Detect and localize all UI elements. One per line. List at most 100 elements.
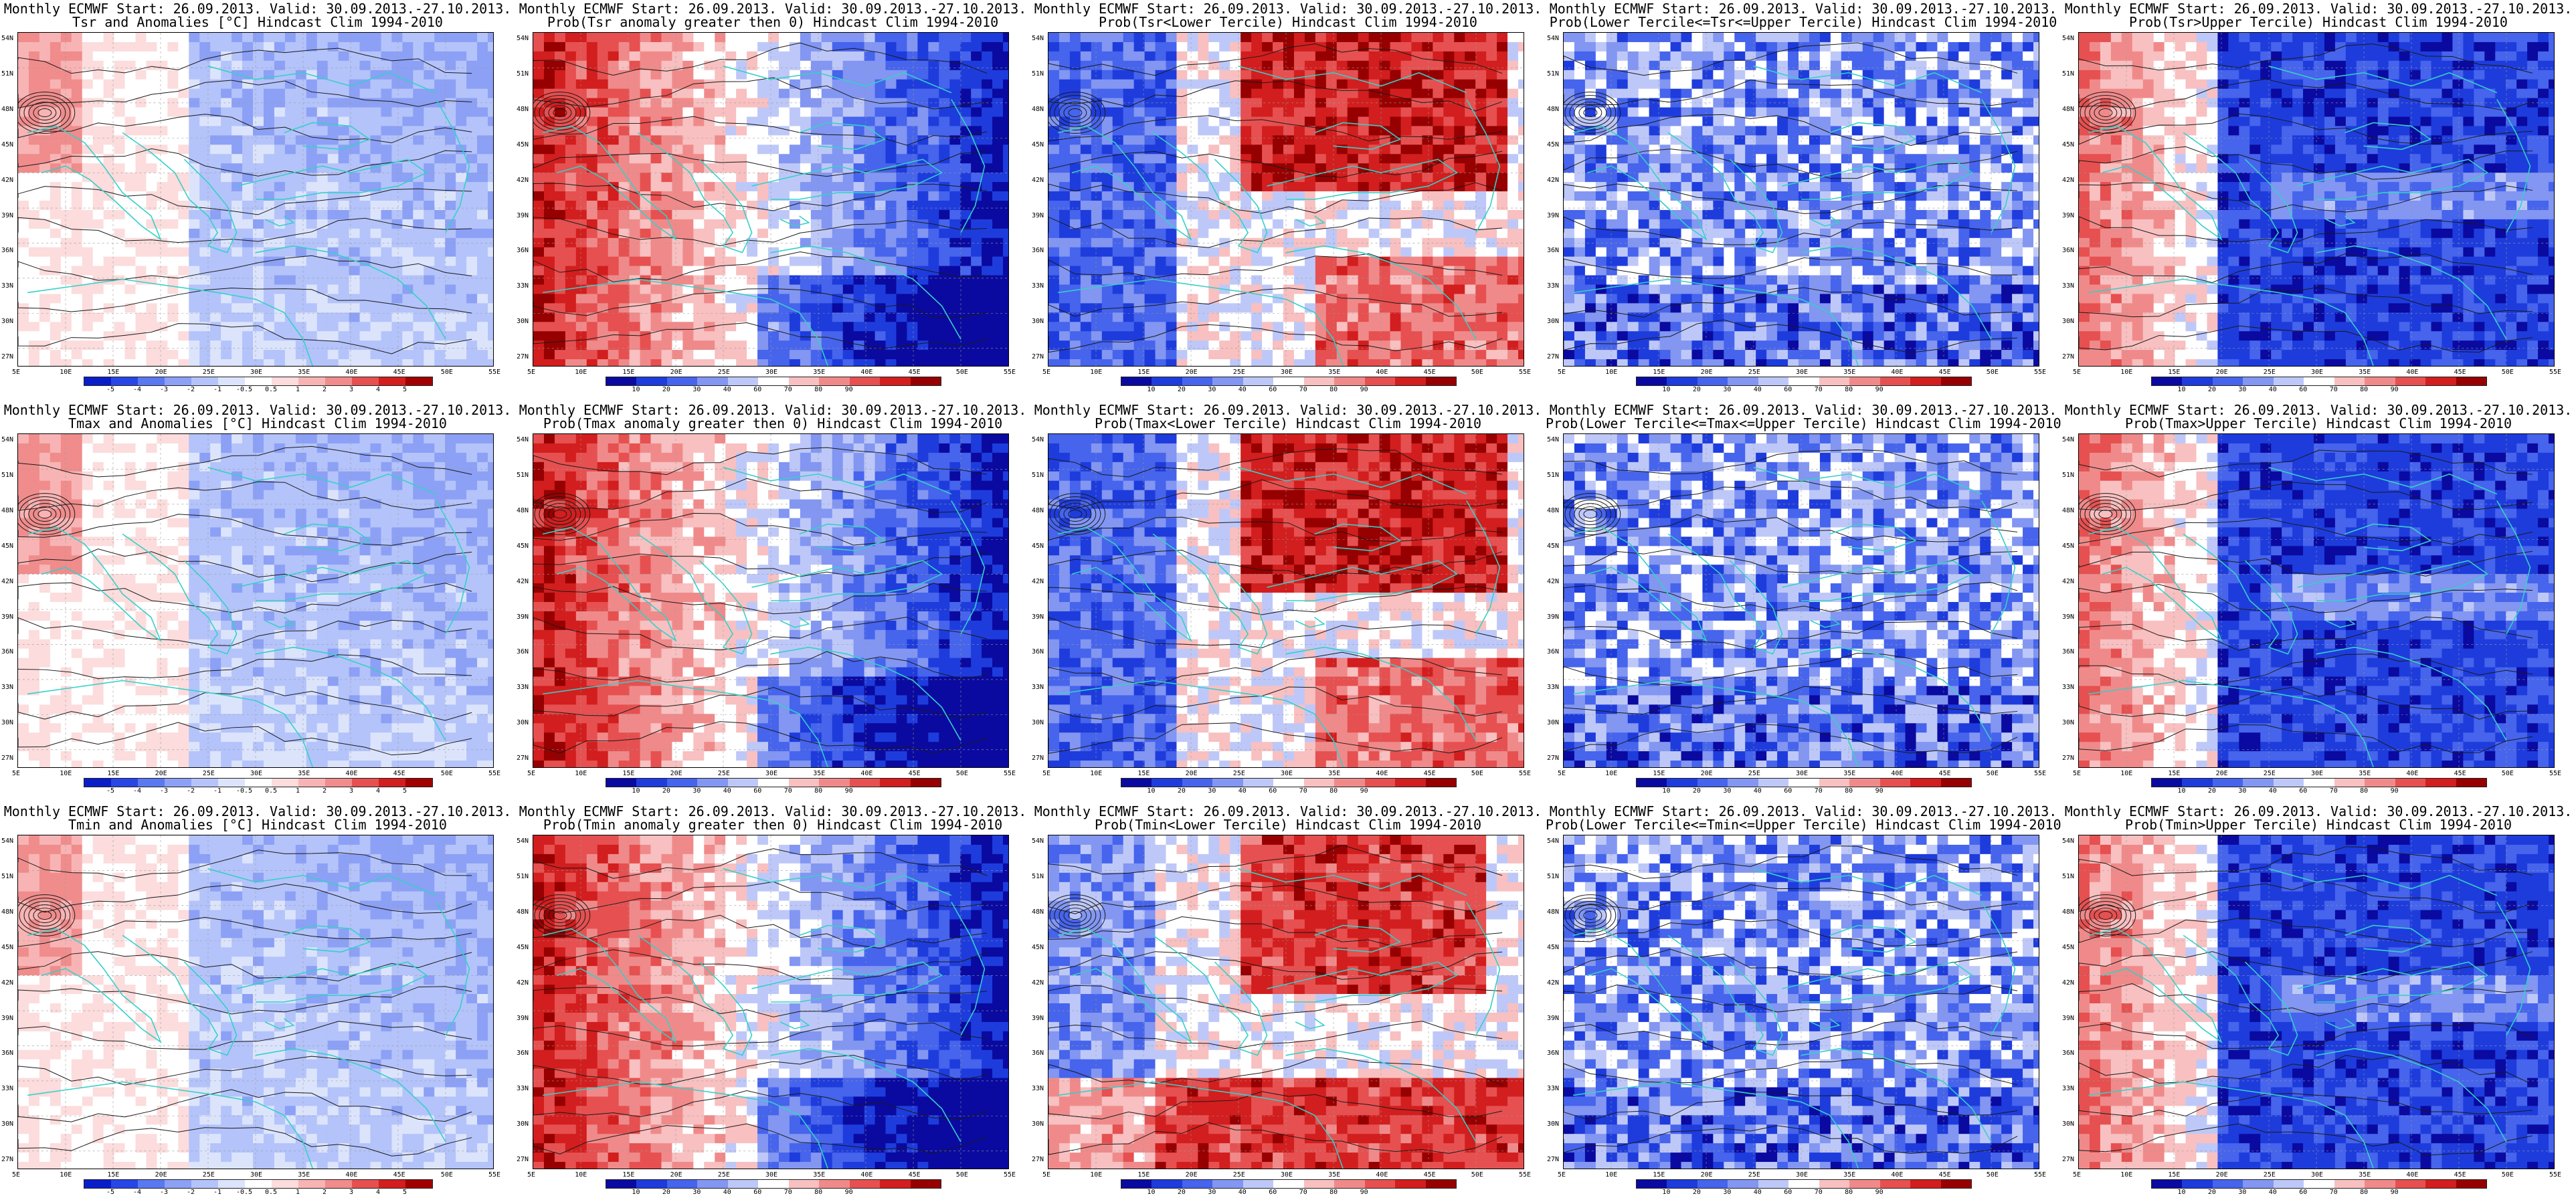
colorbar-tick-label: 40 (723, 787, 731, 795)
longitude-label: 35E (1843, 770, 1855, 777)
colorbar-tick-label: 70 (784, 386, 792, 393)
longitude-label: 5E (2073, 369, 2081, 376)
latitude-label: 39N (1547, 212, 1559, 219)
latitude-label: 27N (1032, 755, 1044, 762)
colorbar-tick-label: 40 (1238, 386, 1247, 393)
latitude-label: 48N (2062, 908, 2074, 916)
colorbar-tick-label: 3 (349, 386, 353, 393)
panel-title-line1: Monthly ECMWF Start: 26.09.2013. Valid: … (515, 1, 1030, 16)
latitude-label: 39N (517, 1015, 529, 1022)
probability-field (533, 835, 1008, 1169)
longitude-label: 40E (2406, 369, 2418, 376)
longitude-label: 20E (2216, 369, 2228, 376)
longitude-label: 50E (1987, 1171, 1999, 1179)
panel-title-line2: Prob(Tmin anomaly greater then 0) Hindca… (515, 817, 1030, 832)
coastlines (27, 467, 470, 767)
colorbar-tick-label: 10 (1662, 787, 1670, 795)
panel-title-line1: Monthly ECMWF Start: 26.09.2013. Valid: … (2061, 1, 2576, 16)
longitude-label: 30E (250, 369, 262, 376)
longitude-label: 25E (203, 1171, 215, 1179)
longitude-label: 35E (298, 369, 310, 376)
colorbar-tick-label: 80 (1845, 1189, 1853, 1196)
latitude-label: 48N (1547, 908, 1559, 916)
forecast-map (1563, 835, 2039, 1169)
map-panel-tsr-lower: Monthly ECMWF Start: 26.09.2013. Valid: … (1030, 0, 1546, 401)
colorbar-tick-label: 10 (1147, 787, 1155, 795)
panel-title-line2: Prob(Tmin>Upper Tercile) Hindcast Clim 1… (2061, 817, 2576, 832)
panel-title-line1: Monthly ECMWF Start: 26.09.2013. Valid: … (1546, 403, 2061, 417)
colorbar-tick-label: 30 (1208, 787, 1216, 795)
longitude-label: 25E (203, 770, 215, 777)
colorbar-tick-label: 10 (632, 386, 640, 393)
latitude-label: 51N (1032, 873, 1044, 880)
latitude-label: 48N (1547, 106, 1559, 113)
colorbar-tick-label: 60 (1269, 1189, 1277, 1196)
colorbar-tick-label: -4 (133, 386, 141, 393)
colorbar-tick-label: 90 (1875, 1189, 1883, 1196)
latitude-label: 45N (1547, 542, 1559, 550)
longitude-label: 35E (2359, 770, 2371, 777)
panel-title-line2: Prob(Lower Tercile<=Tsr<=Upper Tercile) … (1546, 15, 2061, 29)
latitude-label: 48N (517, 507, 529, 514)
longitude-label: 10E (2120, 770, 2132, 777)
longitude-label: 25E (1748, 369, 1760, 376)
colorbar (606, 1179, 941, 1189)
colorbar-tick-label: -1 (213, 787, 221, 795)
longitude-label: 5E (12, 1171, 20, 1179)
latitude-label: 30N (1, 719, 13, 726)
colorbar-tick-label: 1 (296, 386, 300, 393)
colorbar-tick-label: 70 (2330, 1189, 2338, 1196)
colorbar-tick-label: 30 (2238, 1189, 2246, 1196)
latitude-label: 45N (1, 141, 13, 148)
colorbar-ticks: 10 20 30 40 60 70 80 90 (1636, 1189, 1970, 1197)
panel-title-line1: Monthly ECMWF Start: 26.09.2013. Valid: … (1030, 804, 1546, 819)
temperature-contours (2079, 846, 2533, 1156)
coastlines (1057, 467, 1501, 767)
colorbar-tick-label: -0.5 (236, 787, 252, 795)
latitude-label: 30N (1547, 719, 1559, 726)
forecast-map (2078, 433, 2555, 768)
map-panel-tsr-upper: Monthly ECMWF Start: 26.09.2013. Valid: … (2061, 0, 2576, 401)
longitude-label: 15E (1137, 1171, 1149, 1179)
latitude-label: 39N (1032, 212, 1044, 219)
colorbar-tick-label: 30 (1208, 386, 1216, 393)
latitude-label: 48N (2062, 507, 2074, 514)
longitude-label: 40E (1891, 369, 1903, 376)
colorbar-tick-label: 90 (1360, 1189, 1368, 1196)
colorbar-tick-label: -0.5 (236, 386, 252, 393)
colorbar-tick-label: 3 (349, 1189, 353, 1196)
temperature-contours (2079, 43, 2533, 353)
colorbar-tick-label: 80 (814, 787, 822, 795)
longitude-label: 20E (1701, 1171, 1713, 1179)
panel-title-line2: Prob(Tmax anomaly greater then 0) Hindca… (515, 416, 1030, 431)
latitude-label: 33N (1, 1085, 13, 1092)
longitude-label: 55E (2034, 770, 2046, 777)
colorbar-tick-label: 70 (1299, 787, 1307, 795)
panel-title-line1: Monthly ECMWF Start: 26.09.2013. Valid: … (0, 403, 515, 417)
longitude-label: 10E (60, 369, 72, 376)
colorbar (2151, 1179, 2487, 1189)
longitude-label: 25E (203, 369, 215, 376)
latitude-label: 27N (1032, 1156, 1044, 1163)
colorbar-tick-label: 40 (2269, 386, 2277, 393)
latitude-label: 27N (2062, 353, 2074, 361)
colorbar-tick-label: 60 (2299, 787, 2307, 795)
colorbar-tick-label: 80 (814, 1189, 822, 1196)
colorbar-tick-label: 0.5 (265, 787, 277, 795)
latitude-label: 45N (2062, 944, 2074, 951)
longitude-label: 40E (860, 770, 872, 777)
colorbar-tick-label: 90 (1875, 386, 1883, 393)
latitude-label: 36N (1547, 1049, 1559, 1057)
longitude-label: 30E (1281, 770, 1293, 777)
latitude-label: 39N (517, 212, 529, 219)
longitude-label: 50E (441, 1171, 453, 1179)
longitude-label: 25E (1748, 1171, 1760, 1179)
longitude-label: 20E (1186, 1171, 1198, 1179)
forecast-map (2078, 835, 2555, 1169)
longitude-label: 10E (60, 1171, 72, 1179)
latitude-label: 45N (1547, 141, 1559, 148)
longitude-label: 15E (107, 1171, 119, 1179)
latitude-label: 27N (1547, 755, 1559, 762)
longitude-label: 40E (2406, 770, 2418, 777)
colorbar (606, 778, 941, 787)
